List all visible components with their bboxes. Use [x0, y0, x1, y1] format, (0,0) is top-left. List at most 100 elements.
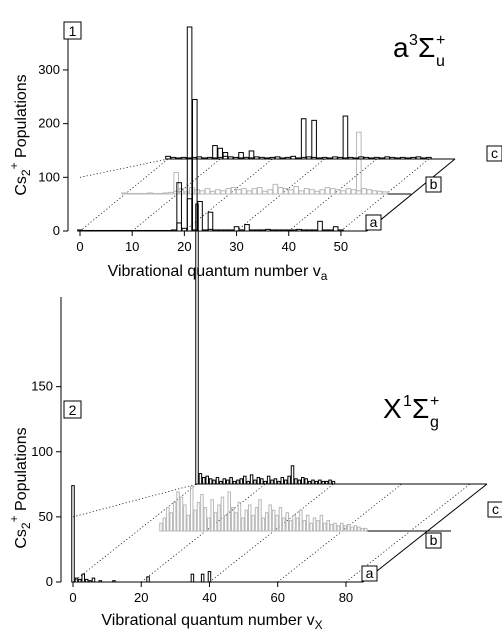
- bar-series-c: [287, 475, 291, 485]
- x-tick-label: 20: [134, 590, 148, 605]
- bar-series-c: [277, 480, 281, 485]
- bar-series-c: [256, 476, 261, 485]
- bar-series-b: [309, 522, 313, 532]
- bar-series-b: [251, 188, 258, 195]
- bar-series-b: [183, 504, 187, 532]
- bar-series-c: [283, 479, 288, 485]
- bar-series-b: [298, 190, 305, 195]
- bar-series-b: [189, 486, 194, 532]
- bar-series-c: [379, 157, 385, 160]
- bar-series-c: [202, 476, 206, 485]
- bar-series-b: [314, 190, 320, 195]
- bar-series-b: [333, 522, 337, 532]
- bar-series-b: [176, 491, 180, 532]
- bar-series-b: [126, 192, 133, 195]
- x-tick-label: 40: [281, 239, 295, 254]
- bar-series-b: [183, 191, 190, 195]
- bar-series-b: [256, 187, 263, 195]
- bar-series-c: [233, 156, 239, 160]
- bar-series-c: [222, 152, 229, 160]
- bar-series-c: [297, 479, 302, 485]
- state-reflection: +: [436, 32, 445, 49]
- bar-series-b: [371, 190, 378, 195]
- x-tick-label: 80: [339, 590, 353, 605]
- bar-series-c: [274, 156, 281, 160]
- bar-series-c: [212, 145, 218, 160]
- bar-series-c: [273, 478, 278, 485]
- bar-series-b: [288, 520, 293, 532]
- bar-series-c: [306, 156, 312, 160]
- depth-guide: [131, 158, 221, 232]
- x-tick-label: 0: [76, 239, 83, 254]
- bar-series-b: [254, 507, 259, 532]
- state-parity: u: [436, 53, 445, 70]
- bar-series-a: [74, 577, 79, 583]
- bar-series-b: [193, 509, 197, 532]
- bar-series-b: [172, 501, 177, 532]
- bar-series-c: [215, 476, 220, 485]
- bar-series-b: [302, 520, 307, 532]
- x-tick-label: 40: [202, 590, 216, 605]
- bar-series-b: [236, 189, 242, 195]
- bar-series-c: [285, 156, 291, 160]
- bar-series-c: [410, 156, 417, 160]
- bar-series-c: [342, 115, 349, 160]
- series-label-a: a: [366, 565, 374, 581]
- bar-series-c: [270, 479, 274, 485]
- y-axis-title-post: Populations: [13, 427, 30, 515]
- bar-series-b: [288, 189, 294, 195]
- bar-series-c: [280, 157, 286, 160]
- bar-series-b: [316, 520, 320, 532]
- bar-series-c: [219, 480, 223, 485]
- series-label-box-b: [425, 532, 442, 549]
- bar-series-c: [318, 479, 322, 485]
- bar-series-c: [239, 478, 244, 485]
- bar-series-b: [244, 509, 249, 532]
- bar-series-b: [168, 191, 174, 195]
- bar-series-c: [248, 150, 255, 160]
- bar-series-b: [258, 499, 262, 532]
- panel-1-axes: 0 10 20 30 40 50 0 100 200 300: [38, 22, 367, 254]
- bar-series-c: [243, 475, 247, 485]
- bar-series-c: [280, 476, 285, 485]
- bar-series-c: [232, 480, 237, 485]
- bar-series-c: [290, 155, 297, 160]
- bar-series-c: [394, 157, 401, 160]
- state-letter: X: [383, 393, 402, 424]
- bar-series-c: [264, 157, 270, 160]
- bar-series-a: [176, 222, 182, 232]
- y-tick-label: 300: [38, 62, 60, 77]
- state-multiplicity: 3: [409, 32, 418, 49]
- bar-series-b: [179, 496, 184, 532]
- bar-series-b: [131, 192, 138, 195]
- state-multiplicity: 1: [403, 393, 412, 410]
- bar-series-b: [267, 189, 273, 195]
- depth-edge: [362, 483, 488, 583]
- bar-series-b: [299, 509, 303, 532]
- y-axis-title-sup: +: [7, 515, 21, 522]
- bar-series-b: [268, 504, 272, 532]
- bar-series-a: [332, 226, 339, 232]
- bar-series-c: [347, 156, 354, 160]
- bar-series-c: [307, 480, 312, 485]
- bar-series-b: [213, 512, 218, 532]
- panel-2-series-c: [195, 203, 336, 485]
- bar-series-b: [360, 527, 365, 532]
- bar-series-c: [175, 157, 182, 160]
- bar-series-b: [343, 525, 347, 532]
- bar-series-b: [329, 188, 336, 195]
- bar-series-a: [91, 577, 96, 583]
- bar-series-c: [316, 157, 323, 160]
- bar-series-b: [142, 192, 148, 195]
- bar-series-c: [332, 156, 338, 160]
- state-symbol: Σ: [412, 393, 429, 424]
- y-axis-title-pre: Cs: [13, 176, 30, 196]
- bar-series-b: [324, 187, 331, 195]
- y-tick-label: 0: [53, 223, 60, 238]
- bar-series-c: [269, 156, 276, 160]
- panel-2-series-a: [71, 485, 212, 583]
- bar-series-c: [405, 157, 411, 160]
- bar-series-c: [259, 156, 265, 160]
